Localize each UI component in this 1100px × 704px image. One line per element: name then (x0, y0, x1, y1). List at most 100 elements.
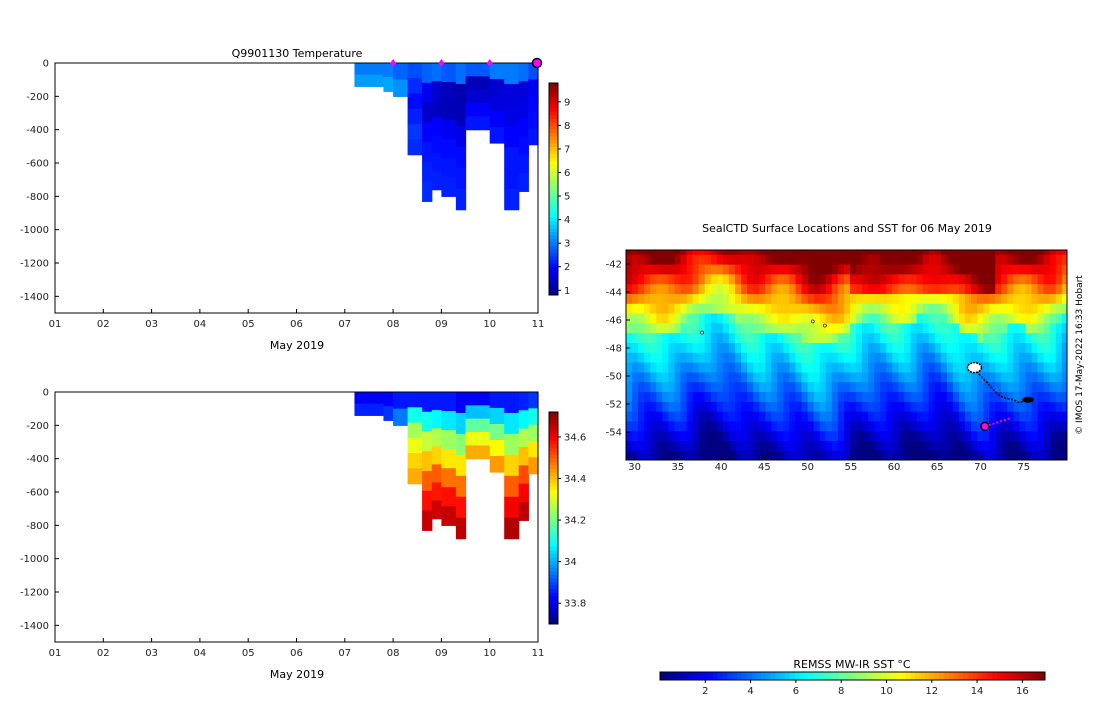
profile-cell (407, 78, 423, 95)
sst-cell (849, 430, 857, 441)
sst-cell (1049, 322, 1057, 334)
sst-cell (680, 254, 688, 265)
colorbar-step (549, 606, 558, 611)
x-tick-label: 40 (715, 462, 728, 473)
sst-cell (898, 313, 906, 324)
sst-cell (958, 254, 966, 265)
colorbar-step (549, 227, 558, 232)
sst-cell (940, 420, 948, 432)
sst-cell (1019, 362, 1027, 373)
sst-cell (874, 371, 881, 383)
sst-cell (1007, 411, 1014, 422)
profile-cell (431, 392, 442, 411)
profile-cell (407, 422, 423, 439)
y-tick-label: -200 (26, 92, 49, 103)
sst-cell (940, 450, 948, 460)
sst-cell (741, 293, 748, 304)
sst-cell (807, 362, 815, 373)
profile-cell (455, 454, 467, 477)
sst-cell (777, 430, 784, 441)
sst-cell (771, 283, 778, 294)
sst-cell (710, 450, 718, 460)
sst-cell (795, 411, 803, 422)
sst-cell (747, 420, 754, 432)
sst-cell (892, 250, 899, 255)
sst-cell (710, 430, 718, 441)
profile-cell (431, 63, 442, 82)
sst-cell (819, 440, 827, 451)
sst-cell (759, 332, 766, 343)
sst-cell (692, 391, 700, 402)
sst-cell (928, 411, 936, 422)
y-tick-label: -54 (606, 428, 622, 439)
sst-cell (771, 411, 778, 422)
sst-cell (795, 313, 803, 324)
colorbar-step (1001, 672, 1007, 680)
colorbar-step (549, 150, 558, 155)
map-title: SealCTD Surface Locations and SST for 06… (702, 222, 992, 235)
sst-cell (632, 273, 639, 285)
sst-cell (656, 254, 663, 265)
sst-cell (644, 352, 651, 363)
sst-cell (1049, 420, 1057, 432)
sst-cell (940, 381, 948, 392)
sst-cell (686, 450, 694, 460)
sst-cell (777, 332, 784, 343)
colorbar-step (814, 672, 820, 680)
sst-cell (868, 293, 875, 304)
profile-cell (441, 506, 457, 526)
sst-cell (831, 430, 839, 441)
sst-cell (1007, 381, 1014, 392)
colorbar-step (549, 146, 558, 151)
sst-cell (1061, 411, 1067, 422)
sst-cell (777, 391, 784, 402)
island (810, 319, 815, 324)
profile-cell (422, 451, 433, 472)
colorbar-step (770, 672, 776, 680)
temperature-xlabel: May 2019 (270, 339, 324, 352)
sst-cell (971, 391, 978, 402)
sst-cell (686, 283, 694, 294)
colorbar-step (549, 574, 558, 579)
colorbar-step (549, 507, 558, 512)
sst-cell (880, 411, 887, 422)
sst-cell (856, 430, 863, 441)
sst-cell (1019, 264, 1027, 275)
sst-cell (843, 440, 851, 451)
sst-cell (837, 342, 845, 353)
sst-cell (753, 283, 760, 294)
sst-cell (837, 303, 845, 314)
sst-cell (1019, 420, 1027, 432)
sst-cell (934, 342, 942, 353)
colorbar-step (549, 567, 558, 572)
colorbar-step (549, 443, 558, 448)
colorbar-step (549, 273, 558, 278)
sst-cell (728, 342, 736, 353)
colorbar-step (1030, 672, 1036, 680)
colorbar-step (799, 672, 805, 680)
sst-cell (856, 342, 863, 353)
sst-cell (1025, 264, 1033, 275)
sst-cell (977, 450, 984, 460)
sst-cell (1019, 303, 1027, 314)
colorbar-step (905, 672, 911, 680)
sst-cell (710, 342, 718, 353)
sst-cell (656, 362, 663, 373)
sst-cell (650, 391, 657, 402)
sst-cell (1007, 322, 1014, 334)
sst-cell (759, 420, 766, 432)
colorbar-step (756, 672, 762, 680)
sst-cell (946, 411, 954, 422)
sst-cell (692, 352, 700, 363)
sst-cell (892, 322, 899, 334)
sst-cell (789, 254, 797, 265)
sst-cell (741, 342, 748, 353)
sst-cell (644, 264, 651, 275)
profile-cell (489, 111, 505, 128)
sst-cell (964, 391, 972, 402)
sst-cell (801, 420, 809, 432)
sst-cell (946, 391, 954, 402)
sst-cell (1007, 362, 1014, 373)
sst-cell (874, 322, 881, 334)
